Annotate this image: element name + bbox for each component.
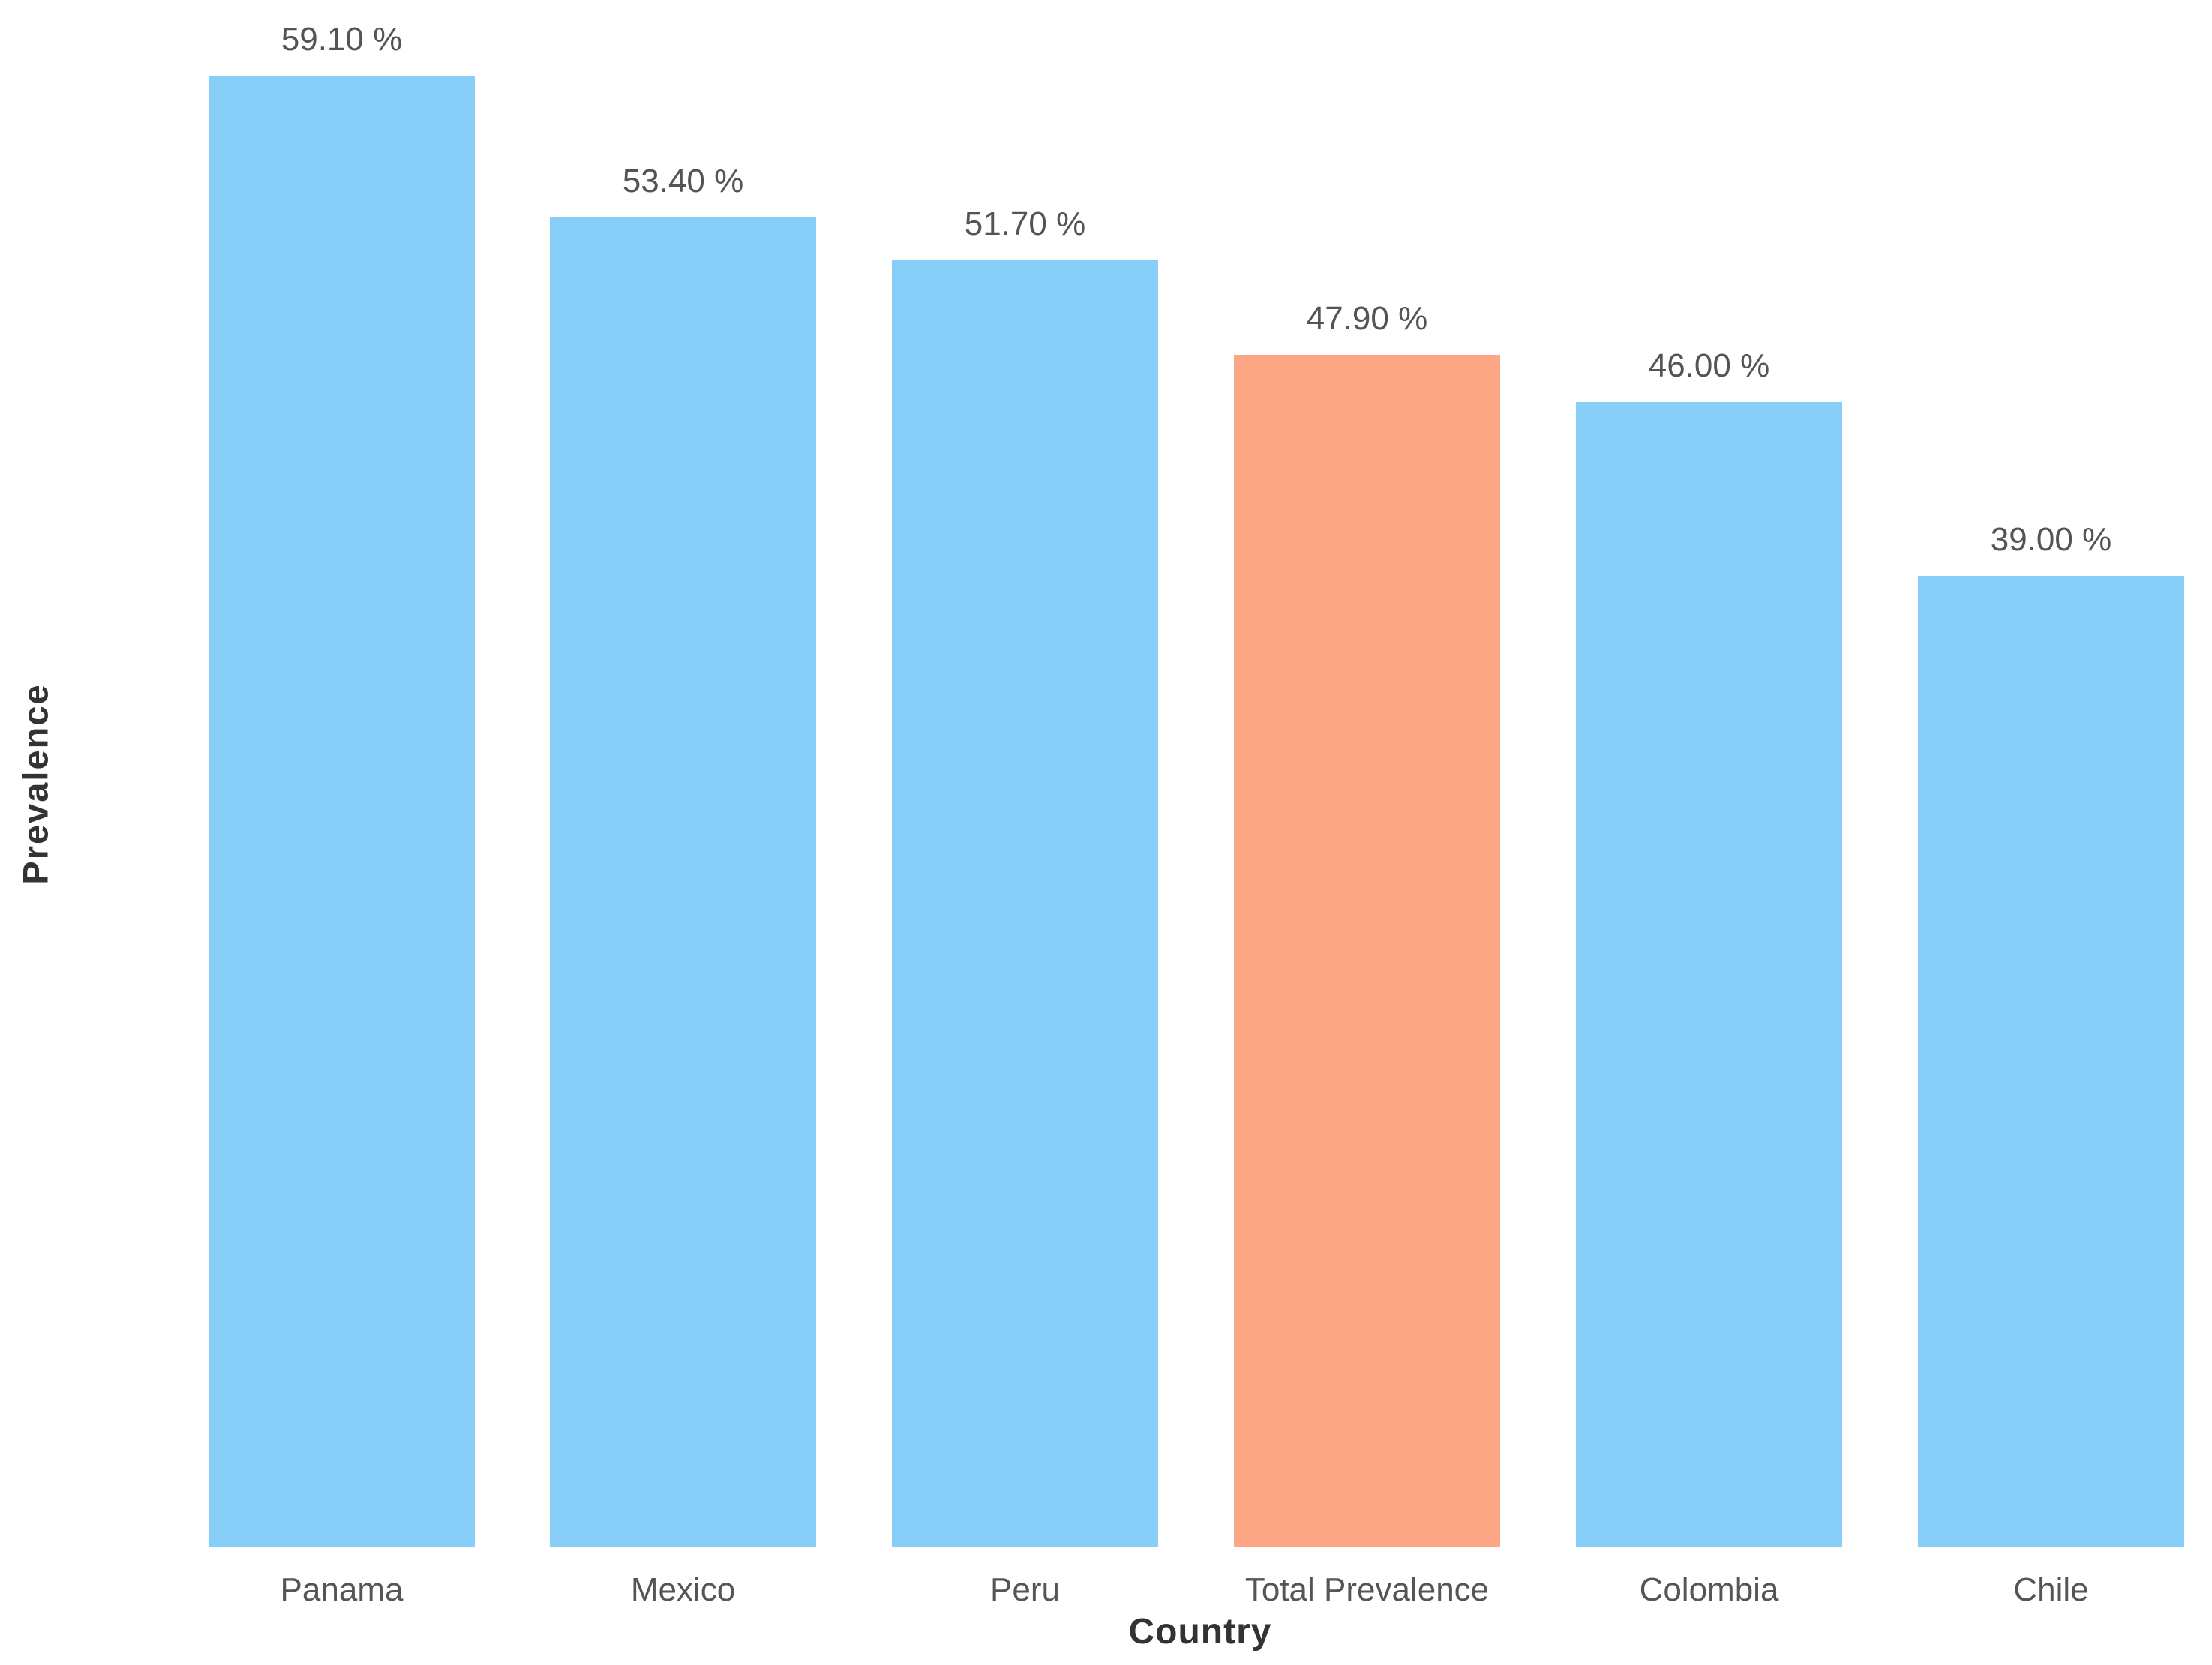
bar-value-label: 47.90 % xyxy=(1306,300,1428,337)
bar-group: 39.00 % Chile xyxy=(1918,0,2184,1665)
bar-category-label: Panama xyxy=(280,1571,404,1608)
bar-value-label: 51.70 % xyxy=(964,206,1086,242)
bar xyxy=(1234,355,1500,1547)
bar-category-label: Peru xyxy=(990,1571,1060,1608)
bar xyxy=(1918,576,2184,1547)
bar-group: 46.00 % Colombia xyxy=(1576,0,1842,1665)
bar-group: 53.40 % Mexico xyxy=(550,0,816,1665)
bar-category-label: Chile xyxy=(2013,1571,2089,1608)
bar-value-label: 39.00 % xyxy=(1990,521,2112,558)
bar xyxy=(209,76,475,1547)
bar-group: 47.90 % Total Prevalence xyxy=(1234,0,1500,1665)
bar xyxy=(1576,402,1842,1547)
x-axis-title: Country xyxy=(1128,1612,1272,1652)
bar-category-label: Colombia xyxy=(1639,1571,1779,1608)
bar-value-label: 59.10 % xyxy=(281,21,403,58)
bar xyxy=(892,260,1158,1547)
bar-category-label: Total Prevalence xyxy=(1244,1571,1490,1608)
bar-group: 59.10 % Panama xyxy=(209,0,475,1665)
bar xyxy=(550,218,816,1547)
y-axis-title: Prevalence xyxy=(15,683,56,885)
bar-group: 51.70 % Peru xyxy=(892,0,1158,1665)
bar-value-label: 46.00 % xyxy=(1648,347,1770,384)
bar-category-label: Mexico xyxy=(630,1571,736,1608)
bar-value-label: 53.40 % xyxy=(622,163,744,200)
